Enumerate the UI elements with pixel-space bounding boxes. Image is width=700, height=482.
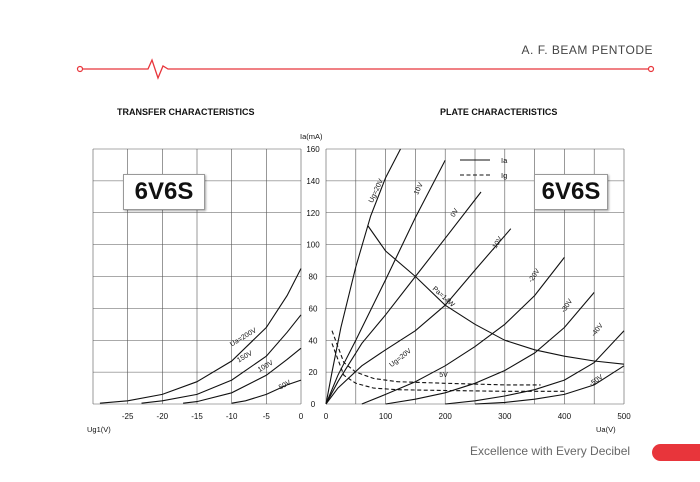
header-line-start-dot — [76, 65, 84, 73]
plate-x-tick-label: 0 — [324, 412, 329, 421]
plate-y-tick-label: 40 — [309, 336, 318, 345]
plate-y-tick-label: 140 — [306, 177, 320, 186]
plate-series-line — [325, 159, 446, 405]
transfer-series-label: 150V — [236, 350, 254, 364]
legend-label: Ig — [501, 171, 507, 180]
plate-y-tick-label: 20 — [309, 368, 318, 377]
transfer-series-line — [231, 379, 302, 404]
transfer-x-tick-label: -10 — [226, 412, 238, 421]
transfer-x-axis-label: Ug1(V) — [87, 425, 111, 434]
transfer-x-tick-label: -20 — [157, 412, 169, 421]
plate-y-tick-label: 80 — [309, 273, 318, 282]
plate-series-label: -20V — [527, 268, 541, 284]
plate-series-line — [361, 257, 565, 405]
header-line-end-dot — [647, 65, 655, 73]
plate-grid-current-line — [331, 330, 541, 386]
plate-x-tick-label: 200 — [439, 412, 453, 421]
header-line — [76, 58, 655, 80]
plate-model-label: 6V6S — [534, 174, 608, 210]
plate-y-tick-label: 160 — [306, 145, 320, 154]
plate-series-line — [474, 365, 625, 405]
footer-accent-bar — [652, 444, 700, 461]
plate-y-tick-label: 60 — [309, 304, 318, 313]
plate-chart-title: PLATE CHARACTERISTICS — [440, 107, 558, 117]
plate-grid-current-line — [331, 343, 565, 392]
plate-series-line — [445, 330, 625, 405]
heartbeat-line — [80, 58, 650, 80]
plate-series-line — [325, 191, 482, 405]
plate-x-axis-label: Ua(V) — [596, 425, 616, 434]
transfer-series-line — [99, 268, 302, 404]
transfer-chart-title: TRANSFER CHARACTERISTICS — [117, 107, 255, 117]
plate-x-tick-label: 400 — [558, 412, 572, 421]
transfer-series-label: 100V — [257, 359, 275, 373]
plate-y-axis-label: Ia(mA) — [300, 132, 323, 141]
plate-series-line — [325, 228, 512, 405]
transfer-series-label: Ua=200V — [229, 327, 258, 348]
plate-series-line — [325, 148, 401, 405]
plate-y-tick-label: 120 — [306, 209, 320, 218]
plate-series-line — [385, 292, 595, 405]
plate-x-tick-label: 100 — [379, 412, 393, 421]
plate-series-label: -50V — [588, 374, 604, 388]
transfer-model-label: 6V6S — [123, 174, 205, 210]
plate-x-tick-label: 300 — [498, 412, 512, 421]
transfer-series-label: 50V — [278, 379, 293, 391]
transfer-series-line — [141, 314, 302, 404]
footer-tagline: Excellence with Every Decibel — [470, 444, 631, 458]
transfer-series-line — [183, 347, 302, 404]
transfer-x-tick-label: -5 — [263, 412, 271, 421]
transfer-x-tick-label: -25 — [122, 412, 134, 421]
plate-series-label: 0V — [450, 207, 461, 218]
plate-series-label: -40V — [590, 322, 605, 338]
plate-series-label: -30V — [560, 298, 574, 314]
plate-series-label: 10V — [413, 182, 425, 197]
plate-series-label: 5V — [439, 372, 448, 379]
legend-label: Ia — [501, 156, 508, 165]
brand-title: A. F. BEAM PENTODE — [521, 43, 653, 57]
transfer-x-tick-label: -15 — [191, 412, 203, 421]
plate-series-line — [367, 225, 625, 365]
plate-series-label: Ug=20V — [388, 348, 413, 369]
plate-y-tick-label: 100 — [306, 241, 320, 250]
transfer-x-tick-label: 0 — [299, 412, 304, 421]
plate-x-tick-label: 500 — [617, 412, 631, 421]
plate-y-tick-label: 0 — [311, 400, 316, 409]
